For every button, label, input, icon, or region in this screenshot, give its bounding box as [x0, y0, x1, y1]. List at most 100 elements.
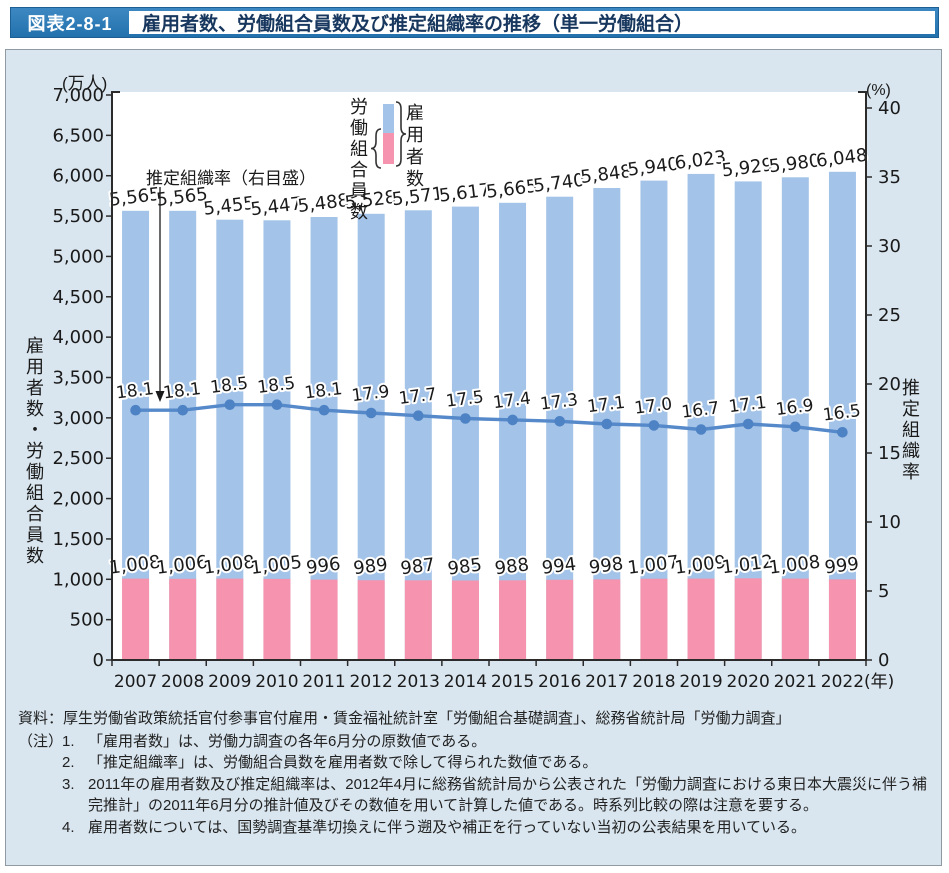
union-members-bar	[216, 578, 244, 660]
employees-bar	[828, 171, 856, 661]
union-members-bar	[404, 580, 432, 660]
union-members-bar	[357, 580, 385, 660]
rate-marker	[318, 404, 330, 416]
note-item: 1. 「雇用者数」は、労働力調査の各年6月分の原数値である。	[62, 732, 487, 750]
left-tick-label: 500	[70, 610, 104, 631]
left-tick-label: 4,500	[52, 287, 104, 308]
rate-marker	[413, 410, 424, 422]
rate-marker	[224, 399, 236, 411]
union-members-value-label: 998	[588, 553, 625, 578]
year-unit-label: (年)	[864, 672, 894, 692]
right-axis-unit: (%)	[866, 82, 891, 99]
right-tick-label: 0	[878, 650, 889, 671]
rate-marker	[554, 416, 565, 427]
year-label: 2022	[821, 672, 864, 692]
rate-marker	[271, 399, 283, 411]
right-tick-label: 5	[878, 581, 889, 602]
union-members-bar	[169, 578, 197, 660]
union-members-bar	[640, 578, 668, 660]
union-members-value-label: 985	[446, 555, 483, 580]
union-members-bar	[310, 579, 338, 660]
right-axis-title: 推定組織率	[900, 378, 920, 483]
year-label: 2020	[727, 672, 770, 692]
right-tick-label: 30	[878, 236, 901, 257]
right-tick-label: 20	[878, 374, 901, 395]
right-tick-label: 40	[878, 98, 901, 119]
year-label: 2015	[491, 672, 534, 692]
rate-marker	[837, 427, 848, 438]
union-members-value-label: 987	[399, 554, 436, 579]
union-members-bar	[122, 578, 150, 660]
left-axis-title: 雇用者数・労働組合員数	[24, 336, 44, 567]
rate-marker	[460, 413, 471, 424]
union-members-value-label: 988	[494, 554, 531, 579]
year-label: 2017	[585, 672, 628, 692]
year-label: 2021	[774, 672, 817, 692]
figure-header: 図表2-8-1 雇用者数、労働組合員数及び推定組織率の推移（単一労働組合）	[10, 7, 939, 38]
year-label: 2019	[679, 672, 722, 692]
left-tick-label: 2,000	[52, 489, 104, 510]
rate-marker	[507, 414, 518, 426]
rate-marker	[790, 421, 801, 433]
rate-value-label: 18.1	[115, 379, 155, 403]
right-tick-label: 15	[878, 443, 901, 464]
right-tick-label: 35	[878, 167, 901, 188]
legend-brace-union	[370, 128, 382, 169]
year-label: 2011	[302, 672, 345, 692]
left-tick-label: 5,500	[52, 206, 104, 227]
year-label: 2016	[538, 672, 581, 692]
year-label: 2008	[161, 672, 204, 692]
figure-number-badge: 図表2-8-1	[27, 13, 113, 34]
year-label: 2010	[255, 672, 298, 692]
left-tick-label: 3,000	[52, 408, 104, 429]
legend-swatch-union	[383, 133, 394, 164]
year-label: 2012	[350, 672, 393, 692]
union-members-bar	[781, 578, 809, 660]
rate-line	[135, 403, 843, 434]
note-item: 4. 雇用者数については、国勢調査基準切換えに伴う遡及や補正を行っていない当初の公…	[62, 818, 807, 836]
left-tick-label: 6,000	[52, 166, 104, 187]
union-members-bar	[687, 578, 715, 660]
note-list: 1. 「雇用者数」は、労働力調査の各年6月分の原数値である。 2. 「推定組織率」は、…	[62, 731, 932, 839]
right-tick-label: 25	[878, 305, 901, 326]
legend-label-union-members: 労働組合員数	[348, 97, 368, 223]
note-item: 2. 「推定組織率」は、労働組合員数を雇用者数で除して得られた数値である。	[62, 754, 598, 771]
left-tick-label: 6,500	[52, 125, 104, 146]
union-members-value-label: 999	[823, 553, 860, 578]
rate-marker	[695, 424, 707, 435]
axis-frame	[111, 91, 867, 661]
union-members-bar	[734, 578, 762, 660]
rate-marker	[365, 407, 377, 419]
figure-title: 雇用者数、労働組合員数及び推定組織率の推移（単一労働組合）	[129, 11, 935, 35]
left-tick-label: 1,000	[52, 569, 104, 590]
rate-marker	[130, 404, 141, 416]
notes-section: 資料：厚生労働省政策統括官付参事官付雇用・賃金福祉統計室「労働組合基礎調査」、総…	[18, 708, 932, 838]
year-label: 2009	[208, 672, 251, 692]
union-members-bar	[828, 579, 856, 660]
union-members-bar	[593, 579, 621, 660]
employees-value-label: 5,528	[344, 187, 398, 214]
legend-brace-employees	[395, 101, 407, 167]
legend-label-employees: 雇用者数	[404, 103, 424, 191]
union-members-value-label: 989	[352, 554, 389, 579]
year-label: 2007	[114, 672, 157, 692]
union-members-value-label: 996	[305, 554, 342, 579]
legend-swatch-employees	[383, 104, 394, 133]
rate-marker	[601, 418, 613, 430]
left-tick-label: 7,000	[52, 85, 104, 106]
left-tick-label: 2,500	[52, 448, 104, 469]
rate-value-label: 17.7	[398, 385, 438, 409]
year-label: 2014	[444, 672, 487, 692]
year-label: 2018	[632, 672, 675, 692]
note-label: （注）	[18, 732, 64, 750]
source-line: 資料：厚生労働省政策統括官付参事官付雇用・賃金福祉統計室「労働組合基礎調査」、総…	[18, 710, 791, 727]
employees-value-label: 5,940	[626, 154, 680, 181]
rate-annotation: 推定組織率（右目盛）	[146, 169, 316, 188]
union-members-value-label: 994	[541, 554, 578, 579]
union-members-bar	[546, 579, 574, 660]
year-label: 2013	[397, 672, 440, 692]
left-tick-label: 1,500	[52, 529, 104, 550]
left-tick-label: 5,000	[52, 246, 104, 267]
rate-marker	[648, 420, 660, 431]
